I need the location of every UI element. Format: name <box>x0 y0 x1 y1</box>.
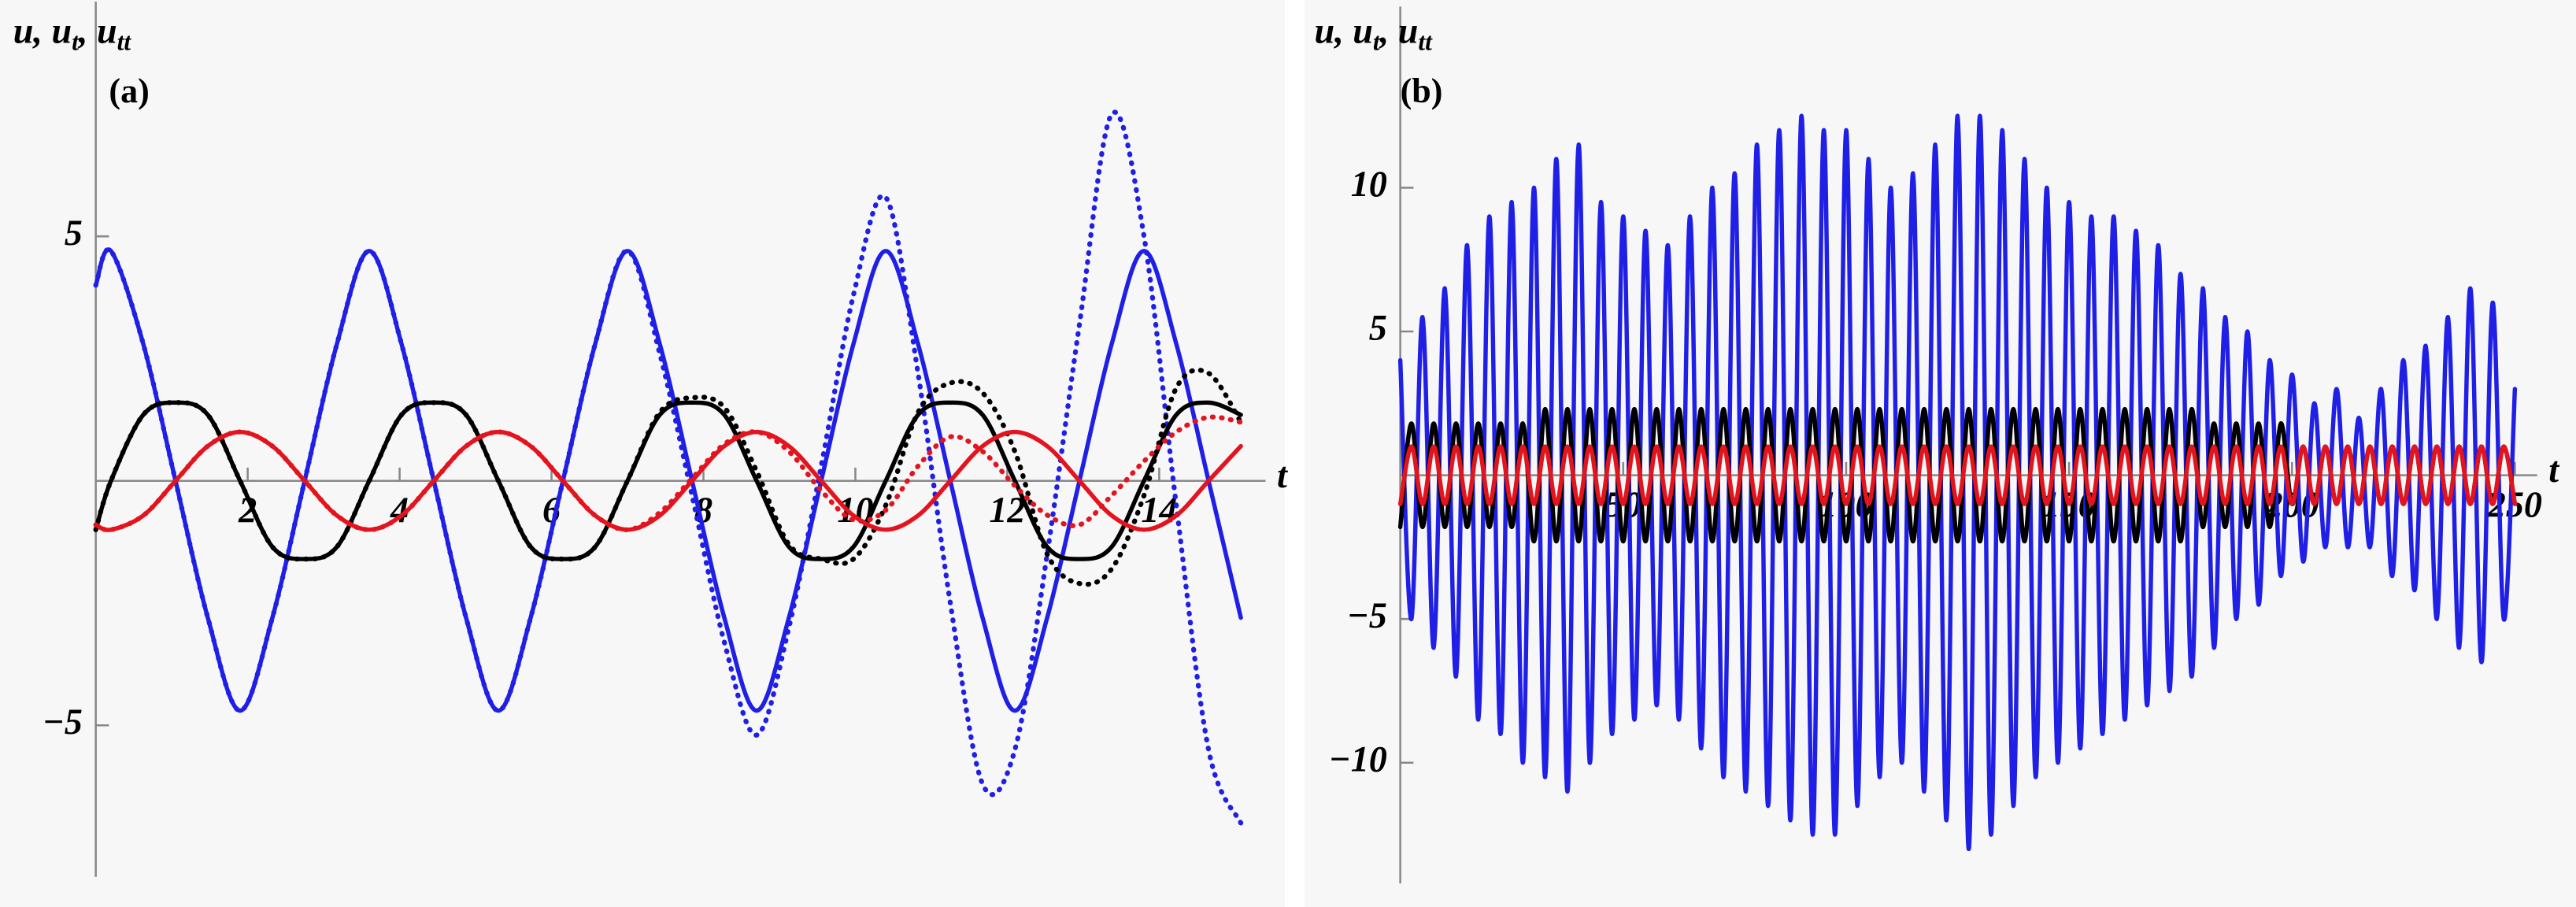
x-tick-label: 12 <box>989 490 1025 530</box>
x-axis-label: t <box>1277 455 1288 495</box>
panel-label: (b) <box>1401 72 1443 110</box>
y-axis-label-subscript: tt <box>117 28 132 56</box>
x-tick-label: 14 <box>1141 490 1177 530</box>
dotted-series-line <box>93 109 1244 826</box>
y-tick-label: −5 <box>43 702 83 742</box>
y-axis-label-subscript: tt <box>1418 28 1433 56</box>
y-tick-label: 5 <box>65 213 83 253</box>
y-axis-label-text: , u <box>78 11 117 51</box>
series-line <box>1397 444 2518 506</box>
y-axis-label: u, ut, utt <box>1315 11 1434 56</box>
y-tick-label: 5 <box>1369 308 1387 348</box>
y-tick-label: 10 <box>1351 164 1387 204</box>
series-line <box>1397 406 2518 544</box>
y-axis-label-text: u, u <box>13 11 72 51</box>
y-axis-label-text: , u <box>1379 11 1419 51</box>
dotted-series-line <box>93 367 1244 587</box>
y-tick-label: −5 <box>1347 595 1387 635</box>
y-axis-label-subscript: t <box>1373 28 1381 56</box>
x-axis-label: t <box>2548 450 2559 490</box>
dotted-series-line <box>93 414 1244 533</box>
y-axis-label: u, ut, utt <box>13 11 132 56</box>
y-tick-label: −10 <box>1329 739 1387 779</box>
panel-label: (a) <box>109 72 149 110</box>
series-line <box>1397 113 2518 852</box>
y-axis-label-text: u, u <box>1315 11 1373 51</box>
panel-a-background <box>0 0 1285 907</box>
y-axis-label-subscript: t <box>72 28 80 56</box>
